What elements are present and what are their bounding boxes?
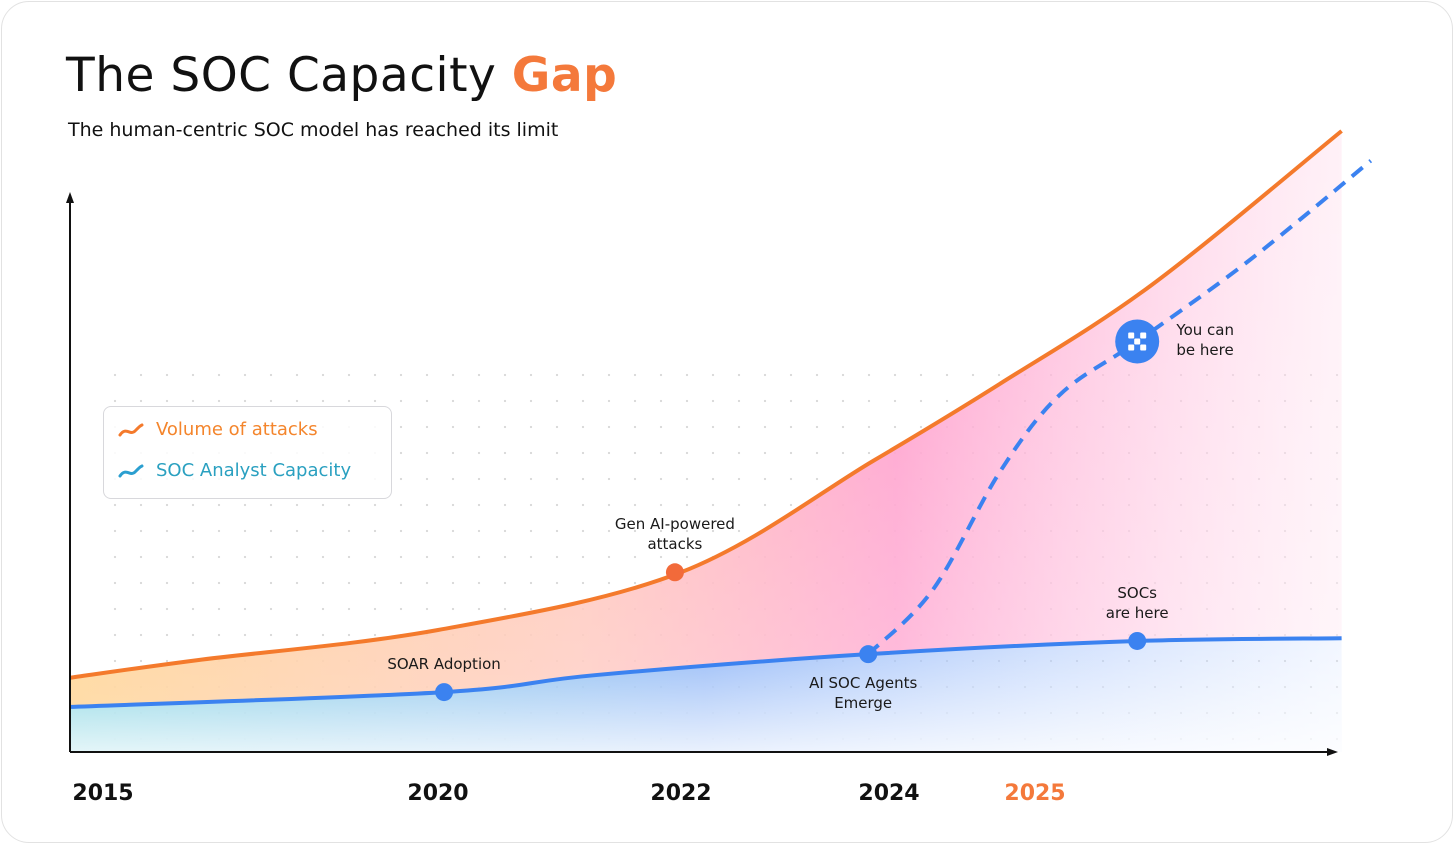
series-line-capacity [69, 636, 1342, 709]
trend-line-blue-icon [118, 464, 144, 477]
y-axis-arrow [66, 192, 74, 203]
legend-label: Volume of attacks [156, 419, 318, 440]
annotation-label: SOCs are here [1106, 583, 1169, 623]
annotation-text: are here [1105, 603, 1169, 622]
x-tick-label: 2015 [72, 781, 134, 806]
capacity-area-fade [69, 638, 1342, 752]
annotation-label: Gen AI-powered attacks [615, 514, 735, 554]
annotation-label: You can be here [1176, 320, 1234, 360]
x-tick-label: 2022 [650, 781, 712, 806]
series-line-attacks [69, 129, 1343, 680]
annotation-text: attacks [647, 535, 703, 554]
annotation-text: Gen AI-powered [614, 515, 735, 534]
gap-area-fade [69, 130, 1342, 707]
legend: Volume of attacks SOC Analyst Capacity [103, 406, 392, 499]
annotation-label: AI SOC Agents Emerge [809, 673, 917, 713]
annotation-text: AI SOC Agents [809, 674, 918, 693]
x-tick-label: 2024 [858, 781, 920, 806]
annotation-text: Emerge [834, 694, 893, 713]
milestone-dot [859, 645, 878, 664]
legend-item-capacity: SOC Analyst Capacity [118, 460, 351, 481]
annotation-text: You can [1176, 321, 1234, 340]
legend-label: SOC Analyst Capacity [156, 460, 352, 481]
x-tick-label: 2020 [407, 781, 469, 806]
page-title: The SOC Capacity Gap [66, 48, 618, 103]
trend-line-orange-icon [118, 423, 144, 436]
milestone-dot [1128, 631, 1147, 650]
x-tick-label: 2025 [1004, 781, 1066, 806]
page-subtitle: The human-centric SOC model has reached … [68, 119, 559, 141]
annotation-label: SOAR Adoption [387, 654, 500, 674]
milestone-dot [665, 563, 684, 582]
annotation-text: be here [1176, 341, 1234, 360]
legend-item-attacks: Volume of attacks [118, 419, 318, 440]
series-line-ai-projection [866, 159, 1373, 656]
logo-square [1140, 332, 1147, 339]
annotation-text: SOAR Adoption [387, 655, 501, 674]
milestone-dot [435, 683, 454, 702]
logo-square [1140, 344, 1147, 351]
logo-square [1134, 338, 1141, 345]
logo-square [1128, 344, 1135, 351]
logo-square [1128, 332, 1135, 339]
annotation-text: SOCs [1117, 583, 1157, 602]
x-axis-arrow [1327, 748, 1338, 756]
